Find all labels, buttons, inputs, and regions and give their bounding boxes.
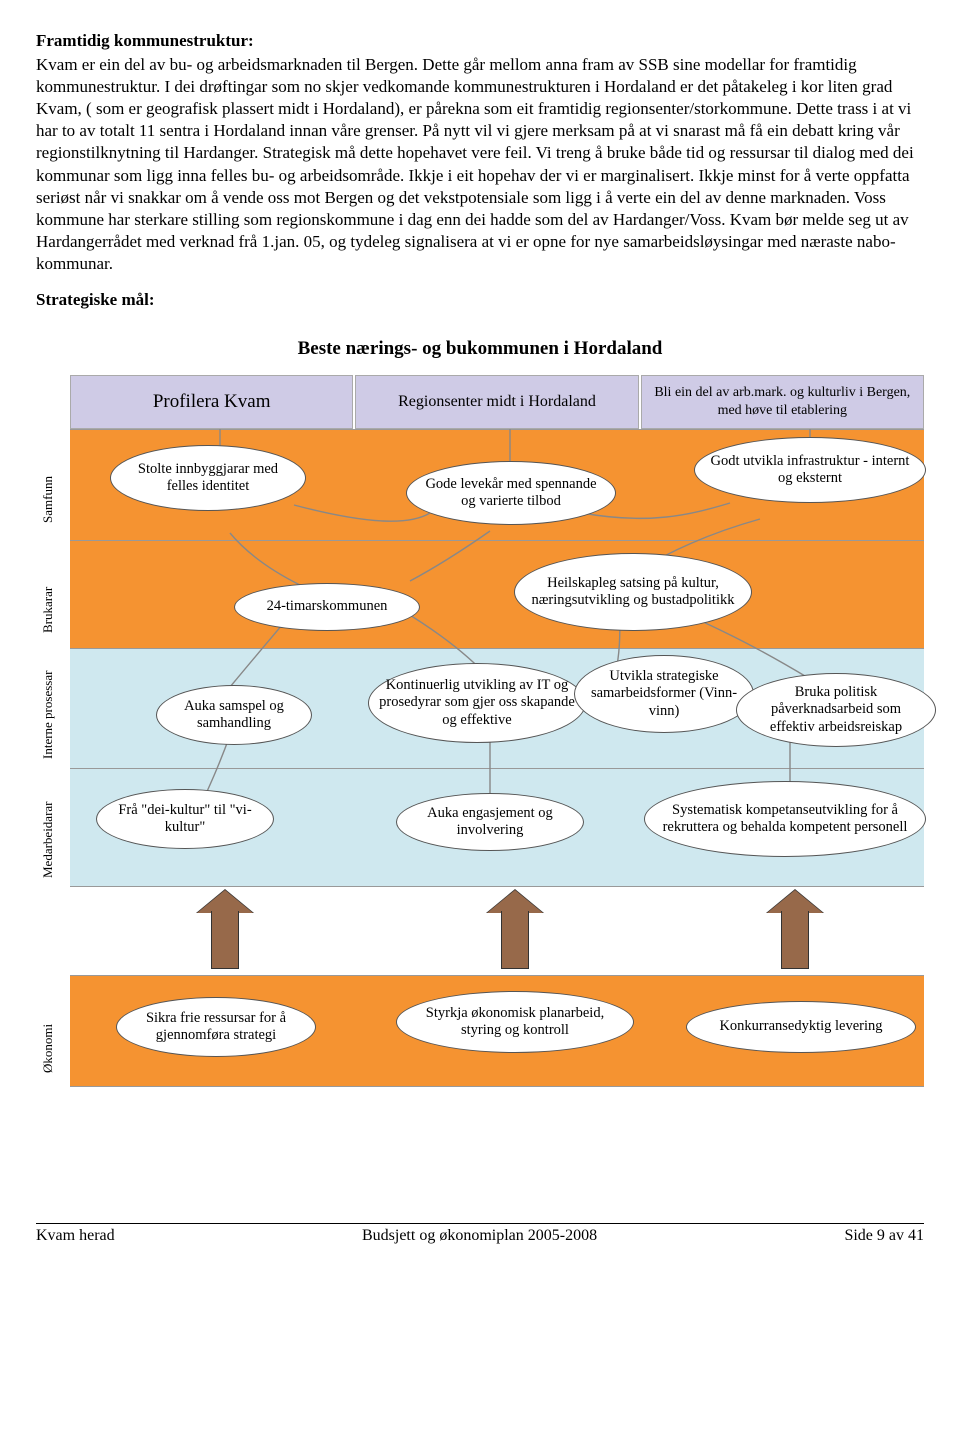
header-cell-regionsenter: Regionsenter midt i Hordaland — [355, 375, 638, 429]
diagram-header-row: Profilera Kvam Regionsenter midt i Horda… — [70, 375, 924, 429]
footer-right: Side 9 av 41 — [844, 1226, 924, 1247]
arrow-up-2 — [486, 889, 544, 969]
node-frie-ressursar: Sikra frie ressursar for å gjennomføra s… — [116, 997, 316, 1057]
node-it-prosedyrar: Kontinuerlig utvikling av IT og prosedyr… — [368, 663, 586, 743]
node-auka-samspel: Auka samspel og samhandling — [156, 685, 312, 745]
arrow-up-1 — [196, 889, 254, 969]
swimlane-label-medarbeidarar: Medarbeidarar — [40, 850, 57, 878]
footer-mid: Budsjett og økonomiplan 2005-2008 — [362, 1226, 597, 1247]
diagram-title: Beste nærings- og bukommunen i Hordaland — [36, 333, 924, 378]
strategy-diagram: Beste nærings- og bukommunen i Hordaland… — [36, 333, 924, 1113]
node-gode-levekar: Gode levekår med spennande og varierte t… — [406, 461, 616, 525]
node-heilskapleg-satsing: Heilskapleg satsing på kultur, næringsut… — [514, 553, 752, 631]
swimlane-label-brukarar: Brukarar — [40, 605, 57, 633]
node-vi-kultur: Frå "dei-kultur" til "vi-kultur" — [96, 789, 274, 849]
strategic-goals-heading: Strategiske mål: — [36, 289, 924, 311]
header-cell-bergen: Bli ein del av arb.mark. og kulturliv i … — [641, 375, 924, 429]
page-footer: Kvam herad Budsjett og økonomiplan 2005-… — [36, 1223, 924, 1247]
node-infrastruktur: Godt utvikla infrastruktur - internt og … — [694, 437, 926, 503]
section-heading: Framtidig kommunestruktur: — [36, 30, 924, 52]
arrow-up-3 — [766, 889, 824, 969]
node-engasjement: Auka engasjement og involvering — [396, 793, 584, 851]
swimlane-label-interne: Interne prosessar — [40, 731, 57, 759]
swimlane-label-okonomi: Økonomi — [40, 1045, 57, 1073]
node-24-timars: 24-timarskommunen — [234, 583, 420, 631]
body-paragraph: Kvam er ein del av bu- og arbeidsmarknad… — [36, 54, 924, 275]
node-politisk-paverknad: Bruka politisk påverknadsarbeid som effe… — [736, 673, 936, 747]
node-strategiske-samarbeid: Utvikla strategiske samarbeidsformer (Vi… — [574, 655, 754, 733]
node-okonomisk-planarbeid: Styrkja økonomisk planarbeid, styring og… — [396, 991, 634, 1053]
node-konkurransedyktig: Konkurransedyktig levering — [686, 1001, 916, 1053]
footer-left: Kvam herad — [36, 1226, 115, 1247]
header-cell-profilera: Profilera Kvam — [70, 375, 353, 429]
node-kompetanseutvikling: Systematisk kompetanseutvikling for å re… — [644, 781, 926, 857]
band-brukarar — [70, 541, 924, 649]
node-stolte-innbyggjarar: Stolte innbyggjarar med felles identitet — [110, 445, 306, 511]
swimlane-label-samfunn: Samfunn — [40, 495, 57, 523]
